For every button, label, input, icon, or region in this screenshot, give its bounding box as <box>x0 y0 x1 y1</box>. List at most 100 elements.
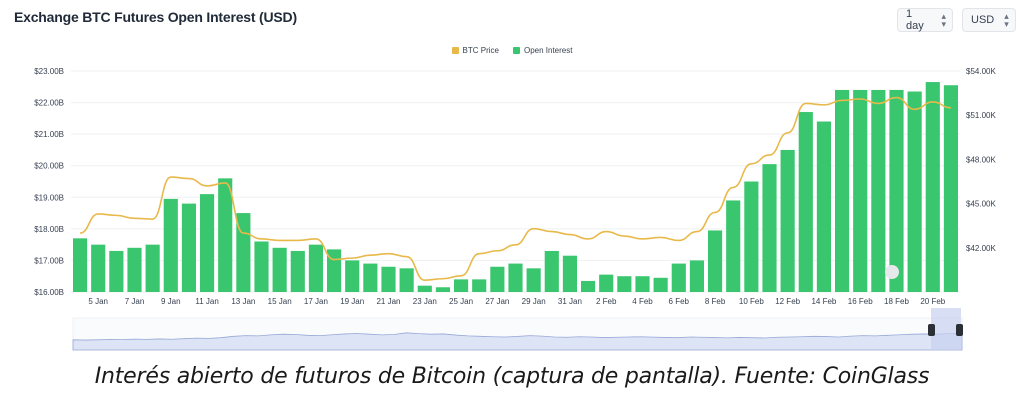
chart-plot: $16.00B $17.00B $18.00B $19.00B $20.00B $21.0… <box>34 67 996 351</box>
legend-label-btc-price: BTC Price <box>462 46 499 55</box>
bar-open-interest[interactable] <box>254 241 269 292</box>
bar-open-interest[interactable] <box>181 203 196 292</box>
bar-open-interest[interactable] <box>490 266 505 292</box>
chart-legend: BTC Price Open Interest <box>0 46 1024 55</box>
x-tick-label: 7 Jan <box>125 297 145 306</box>
y-left-tick-label: $17.00B <box>34 256 64 265</box>
x-tick-label: 2 Feb <box>596 297 617 306</box>
bar-open-interest[interactable] <box>744 181 759 293</box>
bar-open-interest[interactable] <box>562 255 577 292</box>
bar-open-interest[interactable] <box>708 230 723 292</box>
x-tick-label: 31 Jan <box>558 297 582 306</box>
bar-open-interest[interactable] <box>816 121 831 292</box>
currency-select[interactable]: USD ▴ ▾ <box>962 8 1016 32</box>
bar-open-interest[interactable] <box>272 247 287 292</box>
bar-open-interest[interactable] <box>345 260 360 292</box>
y-left-tick-label: $20.00B <box>34 162 64 171</box>
y-right-tick-label: $45.00K <box>966 200 996 209</box>
y-left-tick-label: $22.00B <box>34 99 64 108</box>
x-tick-label: 29 Jan <box>522 297 546 306</box>
bar-open-interest[interactable] <box>91 244 106 292</box>
bar-open-interest[interactable] <box>617 276 632 292</box>
bar-open-interest[interactable] <box>472 279 487 292</box>
x-tick-label: 10 Feb <box>739 297 764 306</box>
bar-open-interest[interactable] <box>200 194 215 292</box>
x-tick-label: 9 Jan <box>161 297 181 306</box>
x-tick-label: 5 Jan <box>88 297 108 306</box>
x-tick-label: 14 Feb <box>811 297 836 306</box>
x-tick-label: 25 Jan <box>449 297 473 306</box>
bar-open-interest[interactable] <box>127 247 142 292</box>
bar-open-interest[interactable] <box>635 276 650 292</box>
bar-open-interest[interactable] <box>435 287 450 292</box>
bar-open-interest[interactable] <box>943 85 958 292</box>
y-right-tick-label: $48.00K <box>966 155 996 164</box>
bar-open-interest[interactable] <box>762 164 777 292</box>
y-left-tick-label: $18.00B <box>34 225 64 234</box>
bar-open-interest[interactable] <box>653 277 668 292</box>
bar-open-interest[interactable] <box>835 89 850 292</box>
navigator-series-area <box>72 332 963 351</box>
interval-select[interactable]: 1 day ▴ ▾ <box>897 8 953 32</box>
x-tick-label: 8 Feb <box>705 297 726 306</box>
bar-open-interest[interactable] <box>925 82 940 292</box>
x-tick-label: 12 Feb <box>775 297 800 306</box>
navigator-left-handle[interactable] <box>928 324 935 336</box>
x-tick-label: 20 Feb <box>920 297 945 306</box>
bar-open-interest[interactable] <box>853 89 868 292</box>
chart-title: Exchange BTC Futures Open Interest (USD) <box>14 9 297 25</box>
bar-open-interest[interactable] <box>671 263 686 292</box>
figure-caption: Interés abierto de futuros de Bitcoin (c… <box>94 364 930 389</box>
y-left-tick-label: $21.00B <box>34 130 64 139</box>
bar-open-interest[interactable] <box>581 280 596 292</box>
bar-open-interest[interactable] <box>363 263 378 292</box>
x-tick-label: 4 Feb <box>632 297 653 306</box>
bar-open-interest[interactable] <box>381 266 396 292</box>
bar-open-interest[interactable] <box>73 238 88 292</box>
x-tick-label: 19 Jan <box>340 297 364 306</box>
bar-open-interest[interactable] <box>689 260 704 292</box>
bar-open-interest[interactable] <box>889 89 904 292</box>
sort-chevron-icon: ▴ ▾ <box>941 11 946 29</box>
line-btc-price[interactable] <box>79 96 951 282</box>
chart-panel: Exchange BTC Futures Open Interest (USD)… <box>0 8 1024 351</box>
bar-open-interest[interactable] <box>417 285 432 292</box>
x-tick-label: 15 Jan <box>268 297 292 306</box>
legend-label-open-interest: Open Interest <box>523 46 573 55</box>
y-right-tick-label: $54.00K <box>966 67 996 76</box>
navigator-right-handle[interactable] <box>956 324 963 336</box>
legend-swatch-open-interest <box>512 47 520 54</box>
coinglass-logo-icon <box>885 265 899 279</box>
bar-open-interest[interactable] <box>145 244 160 292</box>
bar-open-interest[interactable] <box>163 198 178 292</box>
bar-open-interest[interactable] <box>218 178 233 292</box>
bar-open-interest[interactable] <box>308 244 323 292</box>
bar-open-interest[interactable] <box>907 91 922 293</box>
bar-open-interest[interactable] <box>544 250 559 292</box>
x-tick-label: 17 Jan <box>304 297 328 306</box>
bar-open-interest[interactable] <box>798 112 813 292</box>
x-tick-label: 6 Feb <box>669 297 690 306</box>
bar-open-interest[interactable] <box>508 263 523 292</box>
currency-value: USD <box>971 14 995 26</box>
legend-item-open-interest[interactable]: Open Interest <box>512 46 573 55</box>
y-left-tick-label: $23.00B <box>34 67 64 76</box>
bar-open-interest[interactable] <box>871 89 886 292</box>
y-right-tick-label: $42.00K <box>966 244 996 253</box>
bar-open-interest[interactable] <box>599 274 614 292</box>
bar-open-interest[interactable] <box>109 250 124 292</box>
x-tick-label: 18 Feb <box>884 297 909 306</box>
bar-open-interest[interactable] <box>290 250 305 292</box>
bar-open-interest[interactable] <box>780 149 795 292</box>
y-right-tick-label: $51.00K <box>966 111 996 120</box>
interval-value: 1 day <box>906 8 924 32</box>
bar-open-interest[interactable] <box>726 200 741 292</box>
sort-chevron-icon: ▴ ▾ <box>1004 11 1009 29</box>
x-tick-label: 16 Feb <box>848 297 873 306</box>
x-tick-label: 13 Jan <box>231 297 255 306</box>
bar-open-interest[interactable] <box>526 268 541 292</box>
y-left-tick-label: $19.00B <box>34 193 64 202</box>
legend-item-btc-price[interactable]: BTC Price <box>451 46 499 55</box>
bar-open-interest[interactable] <box>454 279 469 292</box>
bar-open-interest[interactable] <box>399 268 414 292</box>
